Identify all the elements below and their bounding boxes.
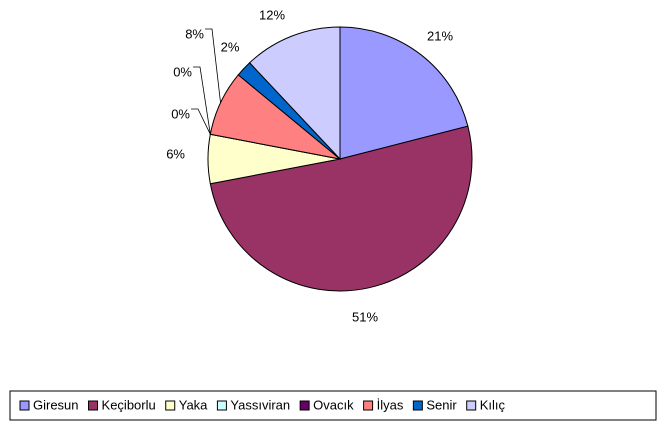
legend-swatch	[216, 400, 227, 411]
legend-label: Yassıviran	[230, 397, 290, 412]
leader-line	[191, 108, 211, 135]
legend-swatch	[363, 400, 374, 411]
legend-label: Senir	[426, 397, 457, 412]
legend-label: Giresun	[33, 397, 79, 412]
pie-slice	[339, 26, 469, 160]
legend-swatch	[466, 400, 477, 411]
pie-slice	[248, 26, 341, 161]
data-label: 0%	[171, 106, 190, 121]
legend-swatch	[19, 400, 30, 411]
legend-swatch	[299, 400, 310, 411]
legend-swatch	[88, 400, 99, 411]
data-label: 0%	[173, 64, 192, 79]
legend-label: Ovacık	[313, 397, 354, 412]
data-label: 8%	[185, 26, 204, 41]
legend-swatch	[412, 400, 423, 411]
data-label: 12%	[259, 7, 285, 22]
pie-slice	[209, 125, 473, 292]
data-label: 6%	[166, 146, 185, 161]
leader-line	[205, 28, 221, 103]
legend-label: İlyas	[377, 397, 404, 412]
legend-box	[9, 390, 657, 421]
legend-label: Keçiborlu	[102, 397, 156, 412]
leader-line	[193, 66, 211, 135]
data-label: 2%	[221, 39, 240, 54]
legend-label: Kılıç	[480, 397, 506, 412]
data-label: 21%	[427, 28, 453, 43]
data-label: 51%	[352, 309, 378, 324]
legend-label: Yaka	[179, 397, 208, 412]
legend-swatch	[165, 400, 176, 411]
